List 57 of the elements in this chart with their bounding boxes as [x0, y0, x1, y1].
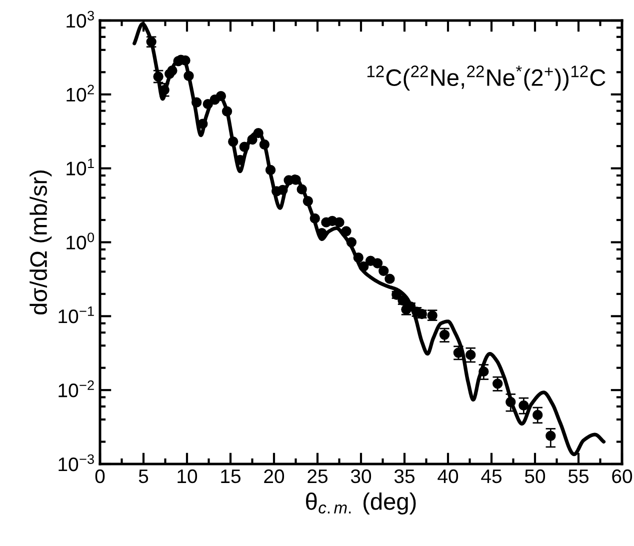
y-axis-title: dσ/dΩ (mb/sr) — [30, 170, 52, 314]
x-tick-label: 5 — [138, 470, 148, 484]
y-tick-label: 10$^{2}$ — [66, 84, 94, 102]
point — [466, 350, 476, 360]
x-tick-label: 15 — [221, 470, 240, 484]
x-tick-label: 55 — [568, 470, 588, 484]
point — [353, 252, 364, 263]
point — [506, 396, 516, 408]
x-tick-label: 25 — [308, 469, 328, 484]
point — [253, 128, 264, 138]
point — [546, 430, 556, 441]
point — [191, 97, 202, 108]
x-tick-label: 40 — [438, 469, 458, 484]
point — [478, 366, 489, 377]
point — [184, 70, 194, 81]
point — [302, 196, 314, 206]
y-tick-label: 10$^{1}$ — [66, 158, 94, 176]
point — [341, 226, 352, 236]
point — [316, 228, 327, 238]
x-axis-title: θ$_{c.m.}$ (deg) — [306, 492, 416, 515]
point — [278, 184, 288, 196]
y-tick-label: 10$^{0}$ — [66, 232, 94, 250]
point — [492, 378, 503, 389]
x-tick-label: 10 — [178, 469, 198, 484]
point — [222, 106, 232, 116]
point — [532, 410, 543, 420]
point — [198, 118, 208, 129]
point — [296, 184, 307, 194]
x-tick-label: 0 — [95, 469, 105, 484]
point — [202, 98, 213, 110]
y-tick-label: 10$^{3}$ — [66, 10, 94, 28]
point — [439, 330, 450, 340]
point — [167, 66, 178, 76]
y-tick-label: 10$^{−3}$ — [58, 454, 94, 472]
x-tick-label: 60 — [612, 469, 632, 484]
point — [384, 274, 395, 284]
point — [228, 136, 238, 147]
x-tick-label: 45 — [481, 470, 502, 484]
y-tick-label: 10$^{−2}$ — [58, 380, 94, 398]
point — [372, 258, 383, 268]
text: $^{12}$C($^{22}$Ne,$^{22}$Ne$^{*}$(2$^{+}$))$^{12}$C — [367, 66, 606, 91]
point — [378, 266, 389, 276]
point — [358, 261, 369, 272]
x-tick-label: 35 — [394, 469, 414, 484]
point — [346, 237, 357, 248]
point — [334, 217, 344, 228]
x-tick-label: 50 — [524, 469, 546, 484]
x-tick-label: 20 — [264, 469, 284, 484]
point — [259, 139, 270, 150]
point — [247, 134, 258, 145]
point — [216, 90, 226, 102]
x-tick-label: 30 — [350, 469, 372, 484]
y-tick-label: 10$^{−1}$ — [58, 306, 94, 324]
point — [239, 142, 250, 152]
point — [265, 164, 276, 176]
point — [310, 213, 320, 224]
point — [518, 400, 529, 411]
